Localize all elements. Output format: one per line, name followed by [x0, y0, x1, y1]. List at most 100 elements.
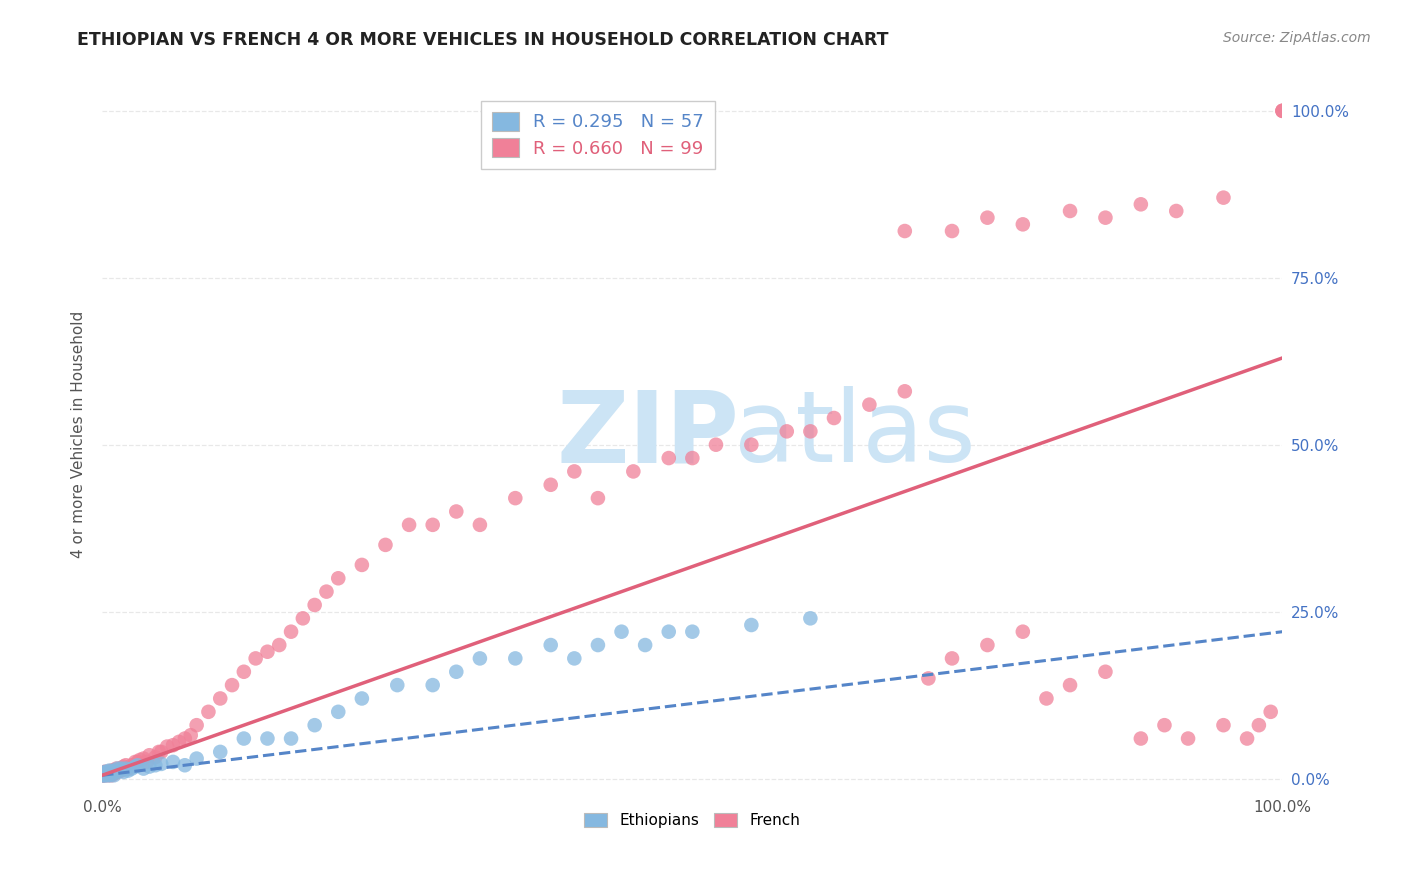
Point: [1035, 691, 1057, 706]
Point: [98, 764, 121, 778]
Point: [100, 766, 122, 780]
Point: [256, 645, 278, 659]
Point: [610, 624, 633, 639]
Point: [221, 678, 243, 692]
Point: [103, 764, 125, 778]
Point: [108, 764, 131, 778]
Point: [96, 766, 118, 780]
Point: [107, 764, 129, 779]
Point: [108, 762, 131, 776]
Point: [621, 465, 644, 479]
Point: [704, 438, 727, 452]
Point: [150, 745, 173, 759]
Point: [505, 491, 527, 505]
Point: [562, 465, 585, 479]
Point: [209, 691, 232, 706]
Point: [148, 745, 170, 759]
Point: [422, 678, 444, 692]
Point: [110, 762, 132, 776]
Point: [112, 759, 135, 773]
Point: [93, 766, 115, 780]
Point: [1094, 665, 1116, 679]
Point: [93, 768, 115, 782]
Point: [350, 691, 373, 706]
Point: [117, 762, 139, 776]
Point: [1094, 211, 1116, 225]
Point: [93, 764, 115, 779]
Point: [422, 517, 444, 532]
Point: [1059, 204, 1081, 219]
Point: [96, 766, 118, 780]
Point: [1059, 678, 1081, 692]
Point: [941, 651, 963, 665]
Point: [94, 766, 117, 780]
Point: [173, 731, 195, 746]
Point: [799, 611, 821, 625]
Point: [138, 759, 160, 773]
Point: [1271, 103, 1294, 118]
Point: [269, 638, 291, 652]
Point: [124, 755, 146, 769]
Point: [132, 751, 155, 765]
Point: [94, 764, 117, 779]
Point: [280, 731, 302, 746]
Point: [143, 750, 166, 764]
Point: [114, 762, 136, 776]
Point: [799, 425, 821, 439]
Text: atlas: atlas: [734, 386, 976, 483]
Point: [121, 762, 143, 776]
Point: [232, 665, 254, 679]
Point: [976, 638, 998, 652]
Point: [112, 764, 135, 779]
Point: [1260, 705, 1282, 719]
Point: [186, 718, 208, 732]
Point: [94, 766, 117, 780]
Point: [894, 384, 917, 399]
Point: [103, 766, 125, 780]
Point: [93, 768, 115, 782]
Point: [1271, 103, 1294, 118]
Point: [110, 764, 132, 778]
Point: [138, 748, 160, 763]
Point: [129, 753, 152, 767]
Point: [328, 571, 350, 585]
Point: [1236, 731, 1258, 746]
Point: [634, 638, 657, 652]
Point: [105, 762, 128, 776]
Point: [167, 735, 190, 749]
Y-axis label: 4 or more Vehicles in Household: 4 or more Vehicles in Household: [72, 311, 86, 558]
Point: [941, 224, 963, 238]
Point: [917, 672, 939, 686]
Point: [446, 504, 468, 518]
Point: [398, 517, 420, 532]
Point: [156, 739, 179, 754]
Point: [98, 766, 121, 780]
Point: [304, 718, 326, 732]
Point: [105, 764, 128, 779]
Point: [100, 764, 122, 779]
Point: [114, 758, 136, 772]
Point: [658, 451, 681, 466]
Point: [103, 768, 125, 782]
Point: [586, 491, 609, 505]
Point: [374, 538, 396, 552]
Point: [91, 768, 114, 782]
Point: [1212, 191, 1234, 205]
Point: [93, 766, 115, 780]
Point: [586, 638, 609, 652]
Text: Source: ZipAtlas.com: Source: ZipAtlas.com: [1223, 31, 1371, 45]
Point: [387, 678, 409, 692]
Point: [97, 768, 120, 782]
Point: [173, 758, 195, 772]
Point: [1129, 197, 1152, 211]
Point: [114, 762, 136, 776]
Point: [540, 477, 562, 491]
Point: [328, 705, 350, 719]
Point: [468, 517, 491, 532]
Point: [776, 425, 799, 439]
Point: [98, 764, 121, 779]
Point: [127, 758, 149, 772]
Point: [256, 731, 278, 746]
Point: [162, 738, 184, 752]
Point: [93, 764, 115, 779]
